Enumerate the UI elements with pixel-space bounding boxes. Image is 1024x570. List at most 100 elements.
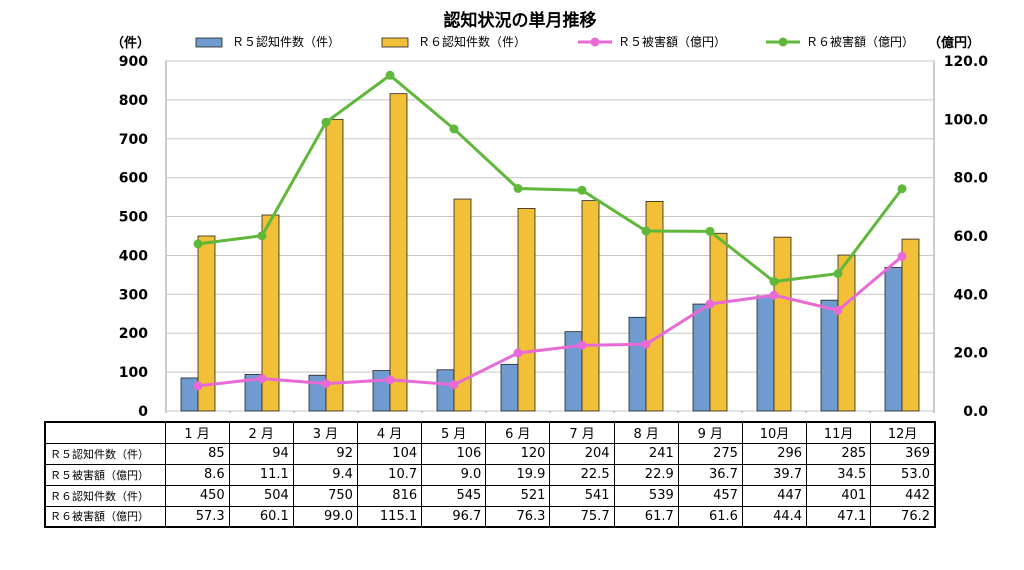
line-point: [769, 290, 779, 300]
table-cell: 521: [485, 484, 551, 507]
line-point: [193, 381, 203, 391]
line-point: [449, 380, 459, 390]
y-left-tick-label: 500: [119, 210, 148, 226]
bar: [389, 93, 408, 412]
line-point: [897, 184, 907, 194]
bar: [884, 267, 903, 412]
table-row-label: Ｒ５被害額（億円）: [44, 463, 166, 486]
y-left-tick-label: 0: [138, 404, 148, 420]
left-axis-unit: （件）: [111, 35, 150, 51]
bar: [261, 214, 280, 412]
line-point: [641, 339, 651, 349]
bar: [837, 254, 856, 412]
table-cell: 36.7: [677, 463, 743, 486]
table-cell: 296: [741, 442, 808, 465]
line-point: [577, 185, 587, 195]
table-header-cell: 3 月: [292, 421, 358, 444]
table-header-cell: 7 月: [549, 421, 615, 444]
line-point: [321, 379, 331, 389]
line-point: [385, 70, 395, 80]
y-left-tick-label: 700: [119, 132, 148, 148]
line-series: [193, 70, 907, 391]
bar: [709, 232, 728, 412]
legend-marker: [590, 37, 600, 47]
table-header-cell: 12月: [870, 421, 936, 444]
table-cell: 115.1: [356, 505, 423, 528]
y-left-tick-label: 600: [119, 171, 148, 187]
table-cell: 539: [613, 484, 679, 507]
table-row-label: Ｒ５認知件数（件）: [44, 442, 166, 465]
line-point: [641, 226, 651, 236]
y-right-tick-label: 20.0: [953, 346, 988, 362]
legend-swatch: [195, 37, 223, 48]
table-cell: 44.4: [741, 505, 808, 528]
chart-svg: 認知状況の単月推移 （件） （億円） 0 100 200 300 400 500 600 70…: [111, 10, 989, 420]
legend-label: Ｒ６被害額（億円）: [806, 34, 914, 49]
table-cell: 457: [677, 484, 743, 507]
table-cell: 541: [549, 484, 615, 507]
series-line: [197, 255, 903, 388]
bar: [453, 198, 472, 412]
y-right-tick-label: 100.0: [944, 112, 989, 128]
table-cell: 22.9: [613, 463, 679, 486]
table-cell: 76.3: [485, 505, 551, 528]
table-cell: 96.7: [421, 505, 487, 528]
legend-marker: [778, 37, 788, 47]
line-point: [769, 277, 779, 286]
table-header-cell: 10月: [741, 421, 808, 444]
table-header-cell: 2 月: [228, 421, 294, 444]
table-cell: 369: [870, 442, 936, 465]
y-right-tick-label: 0.0: [963, 404, 988, 420]
table-cell: 442: [870, 484, 936, 507]
table-cell: 34.5: [806, 463, 872, 486]
table-cell: 275: [677, 442, 743, 465]
line-point: [385, 375, 395, 385]
y-left-tick-label: 800: [119, 93, 148, 109]
table-header-cell: 1 月: [164, 421, 230, 444]
table-row: Ｒ６認知件数（件） 450 504 750 816 545 521 541 539 457 447 4…: [44, 484, 936, 507]
table-cell: 401: [806, 484, 872, 507]
table-cell: 61.7: [613, 505, 679, 528]
bar: [773, 236, 792, 412]
bar: [500, 363, 519, 412]
table-cell: 92: [292, 442, 358, 465]
table-corner-cell: [44, 421, 166, 444]
table-cell: 504: [228, 484, 294, 507]
table-cell: 241: [613, 442, 679, 465]
bar: [581, 200, 600, 412]
table-cell: 53.0: [870, 463, 936, 486]
table-row: Ｒ５被害額（億円） 8.6 11.1 9.4 10.7 9.0 19.9 22.5 22.9 36…: [44, 463, 936, 486]
bar: [756, 295, 775, 412]
table-cell: 106: [421, 442, 487, 465]
table-header-cell: 4 月: [356, 421, 423, 444]
bar: [692, 303, 711, 412]
y-right-tick-label: 80.0: [953, 171, 988, 187]
table-cell: 57.3: [164, 505, 230, 528]
table-header-cell: 11月: [806, 421, 872, 444]
bar: [901, 238, 920, 412]
table-cell: 750: [292, 484, 358, 507]
gridlines: [165, 60, 935, 412]
table-cell: 11.1: [228, 463, 294, 486]
line-point: [833, 305, 843, 315]
line-point: [513, 183, 523, 193]
y-right-tick-label: 60.0: [953, 229, 988, 245]
legend: Ｒ５認知件数（件） Ｒ６認知件数（件） Ｒ５被害額（億円） Ｒ６被害額（億円）: [195, 34, 914, 49]
y-right-tick-label: 120.0: [944, 54, 989, 70]
line-point: [897, 251, 907, 261]
y-left-tick-label: 100: [119, 365, 148, 381]
line-point: [833, 269, 843, 279]
table-cell: 22.5: [549, 463, 615, 486]
bar: [325, 118, 344, 412]
table-cell: 285: [806, 442, 872, 465]
chart-title: 認知状況の単月推移: [444, 10, 597, 31]
legend-label: Ｒ６認知件数（件）: [418, 34, 526, 49]
line-point: [321, 117, 331, 127]
table-cell: 10.7: [356, 463, 423, 486]
y-left-tick-label: 300: [119, 287, 148, 303]
line-point: [577, 340, 587, 350]
table-cell: 9.4: [292, 463, 358, 486]
plot-area: [165, 60, 935, 412]
table-cell: 447: [741, 484, 808, 507]
